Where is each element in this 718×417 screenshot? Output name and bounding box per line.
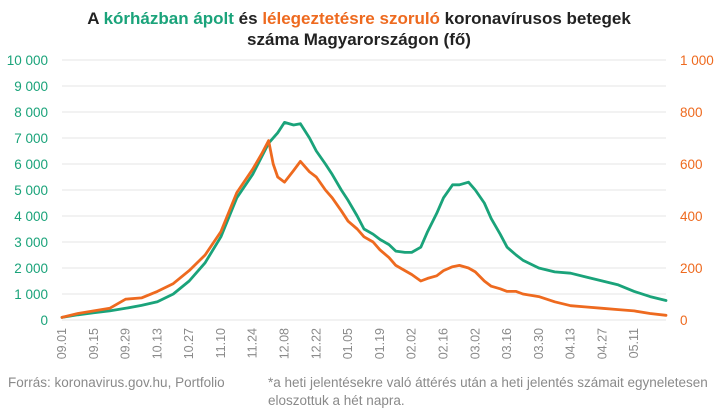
y-left-tick-label: 2 000: [14, 261, 48, 276]
x-tick-label: 01.19: [373, 328, 387, 359]
x-tick-label: 03.02: [468, 328, 482, 359]
y-left-tick-label: 3 000: [14, 235, 48, 250]
x-tick-label: 09.15: [87, 328, 101, 359]
y-right-tick-label: 200: [680, 261, 703, 276]
x-tick-label: 11.10: [214, 328, 228, 358]
x-tick-label: 12.22: [309, 328, 323, 359]
title-highlight-hospitalized: kórházban ápolt: [103, 9, 234, 28]
x-tick-label: 09.29: [119, 328, 133, 359]
y-left-tick-label: 6 000: [14, 157, 48, 172]
x-tick-label: 10.13: [150, 328, 164, 359]
title-part2: és: [233, 9, 263, 28]
x-tick-label: 10.27: [182, 328, 196, 359]
title-part1: A: [87, 9, 104, 28]
x-tick-label: 03.30: [532, 328, 546, 359]
y-right-tick-label: 0: [680, 313, 688, 328]
y-left-tick-label: 0: [40, 313, 48, 328]
series-line-ventilated: [60, 139, 668, 319]
y-left-tick-label: 8 000: [14, 105, 48, 120]
y-right-tick-label: 400: [680, 209, 703, 224]
y-right-tick-label: 1 000: [680, 53, 714, 68]
y-left-tick-label: 1 000: [14, 287, 48, 302]
x-tick-label: 05.11: [627, 328, 641, 358]
y-left-tick-label: 7 000: [14, 131, 48, 146]
x-tick-label: 02.16: [436, 328, 450, 359]
y-left-tick-label: 10 000: [7, 53, 48, 68]
x-tick-label: 11.24: [246, 328, 260, 358]
y-right-tick-label: 800: [680, 105, 703, 120]
title-part3: koronavírusos betegek: [439, 9, 631, 28]
y-left-tick-label: 5 000: [14, 183, 48, 198]
y-left-tick-label: 9 000: [14, 79, 48, 94]
title-line2: száma Magyarországon (fő): [247, 30, 471, 49]
x-tick-label: 04.27: [595, 328, 609, 359]
y-left-tick-label: 4 000: [14, 209, 48, 224]
chart-title: A kórházban ápolt és lélegeztetésre szor…: [0, 8, 718, 50]
x-tick-label: 03.16: [500, 328, 514, 359]
x-tick-label: 04.13: [564, 328, 578, 359]
x-tick-label: 09.01: [55, 328, 69, 359]
series-line-hospitalized: [60, 121, 668, 319]
title-highlight-ventilated: lélegeztetésre szoruló: [262, 9, 440, 28]
y-right-tick-label: 600: [680, 157, 703, 172]
source-text: Forrás: koronavirus.gov.hu, Portfolio: [8, 375, 225, 390]
footnote-text: *a heti jelentésekre való áttérés után a…: [268, 375, 708, 408]
x-tick-label: 12.08: [278, 328, 292, 359]
x-tick-label: 01.05: [341, 328, 355, 359]
x-tick-label: 02.02: [405, 328, 419, 359]
